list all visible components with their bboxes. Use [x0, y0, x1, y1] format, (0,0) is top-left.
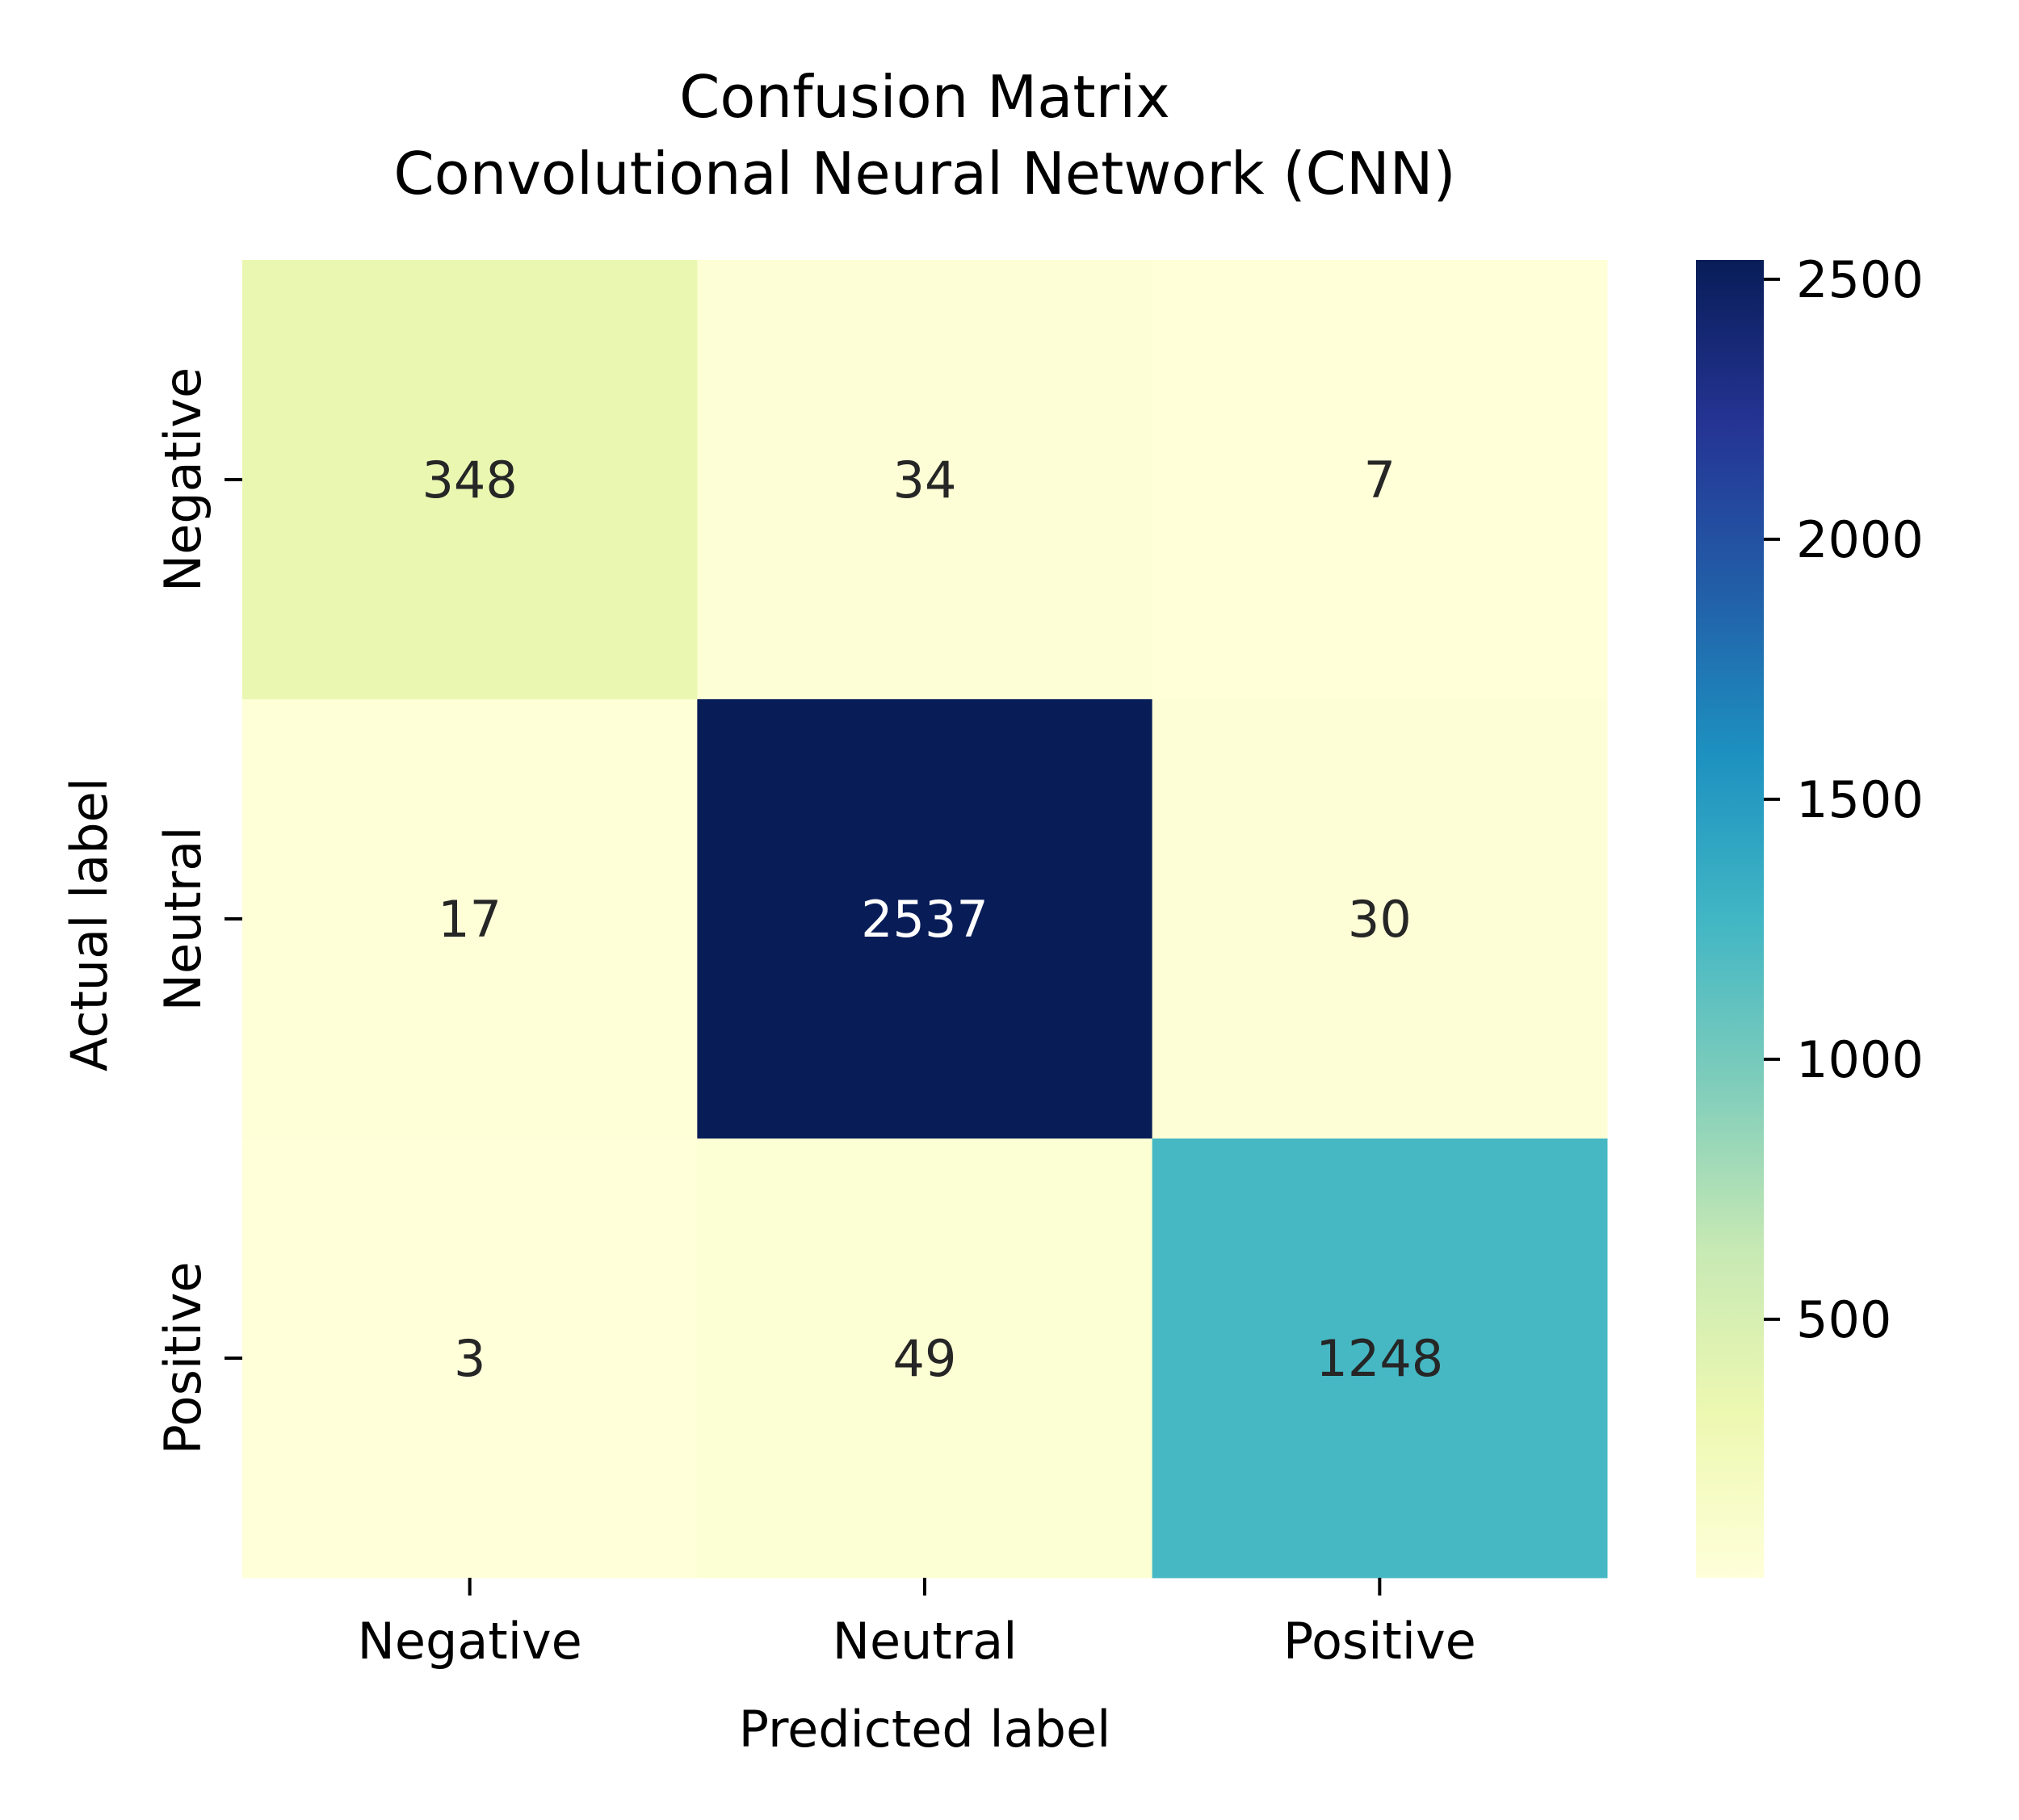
y-axis-ticks: Negative Neutral Positive	[153, 367, 242, 1455]
x-tick-label: Neutral	[833, 1612, 1018, 1671]
colorbar	[1696, 260, 1764, 1578]
heatmap-cell	[242, 699, 698, 1139]
heatmap-cell	[1152, 1139, 1608, 1579]
colorbar-tick-label: 1500	[1796, 770, 1924, 829]
cell-value-label: 3	[454, 1329, 485, 1388]
heatmap-cell	[242, 260, 698, 700]
colorbar-tick-label: 1000	[1796, 1030, 1924, 1089]
heatmap-cell	[697, 260, 1153, 700]
cell-value-label: 348	[422, 451, 517, 510]
y-tick-label: Neutral	[153, 827, 212, 1012]
x-tick-label: Positive	[1283, 1612, 1476, 1671]
colorbar-tick-label: 500	[1796, 1290, 1891, 1349]
x-axis-ticks: Negative Neutral Positive	[358, 1578, 1476, 1671]
heatmap-annotations: 348 34 7 17 2537 30 3 49 1248	[422, 451, 1443, 1388]
cell-value-label: 30	[1348, 890, 1412, 949]
x-axis-label: Predicted label	[739, 1700, 1111, 1759]
cell-value-label: 49	[893, 1329, 957, 1388]
cell-value-label: 17	[438, 890, 502, 949]
heatmap-cells	[242, 260, 1608, 1579]
heatmap-cell	[1152, 699, 1608, 1139]
y-tick-label: Negative	[153, 367, 212, 592]
y-axis-label: Actual label	[60, 778, 119, 1071]
chart-subtitle: Convolutional Neural Network (CNN)	[393, 140, 1455, 208]
cell-value-label: 2537	[861, 890, 989, 949]
colorbar-tick-label: 2000	[1796, 510, 1924, 569]
chart-title: Confusion Matrix	[679, 63, 1170, 131]
heatmap-cell	[242, 1139, 698, 1579]
cell-value-label: 7	[1364, 451, 1396, 510]
heatmap-cell	[697, 1139, 1153, 1579]
heatmap-cell	[1152, 260, 1608, 700]
heatmap-cell	[697, 699, 1153, 1139]
y-tick-label: Positive	[153, 1261, 212, 1454]
colorbar-ticks: 500 1000 1500 2000 2500	[1764, 250, 1924, 1349]
cell-value-label: 34	[893, 451, 957, 510]
colorbar-tick-label: 2500	[1796, 250, 1924, 309]
cell-value-label: 1248	[1316, 1329, 1443, 1388]
x-tick-label: Negative	[358, 1612, 582, 1671]
